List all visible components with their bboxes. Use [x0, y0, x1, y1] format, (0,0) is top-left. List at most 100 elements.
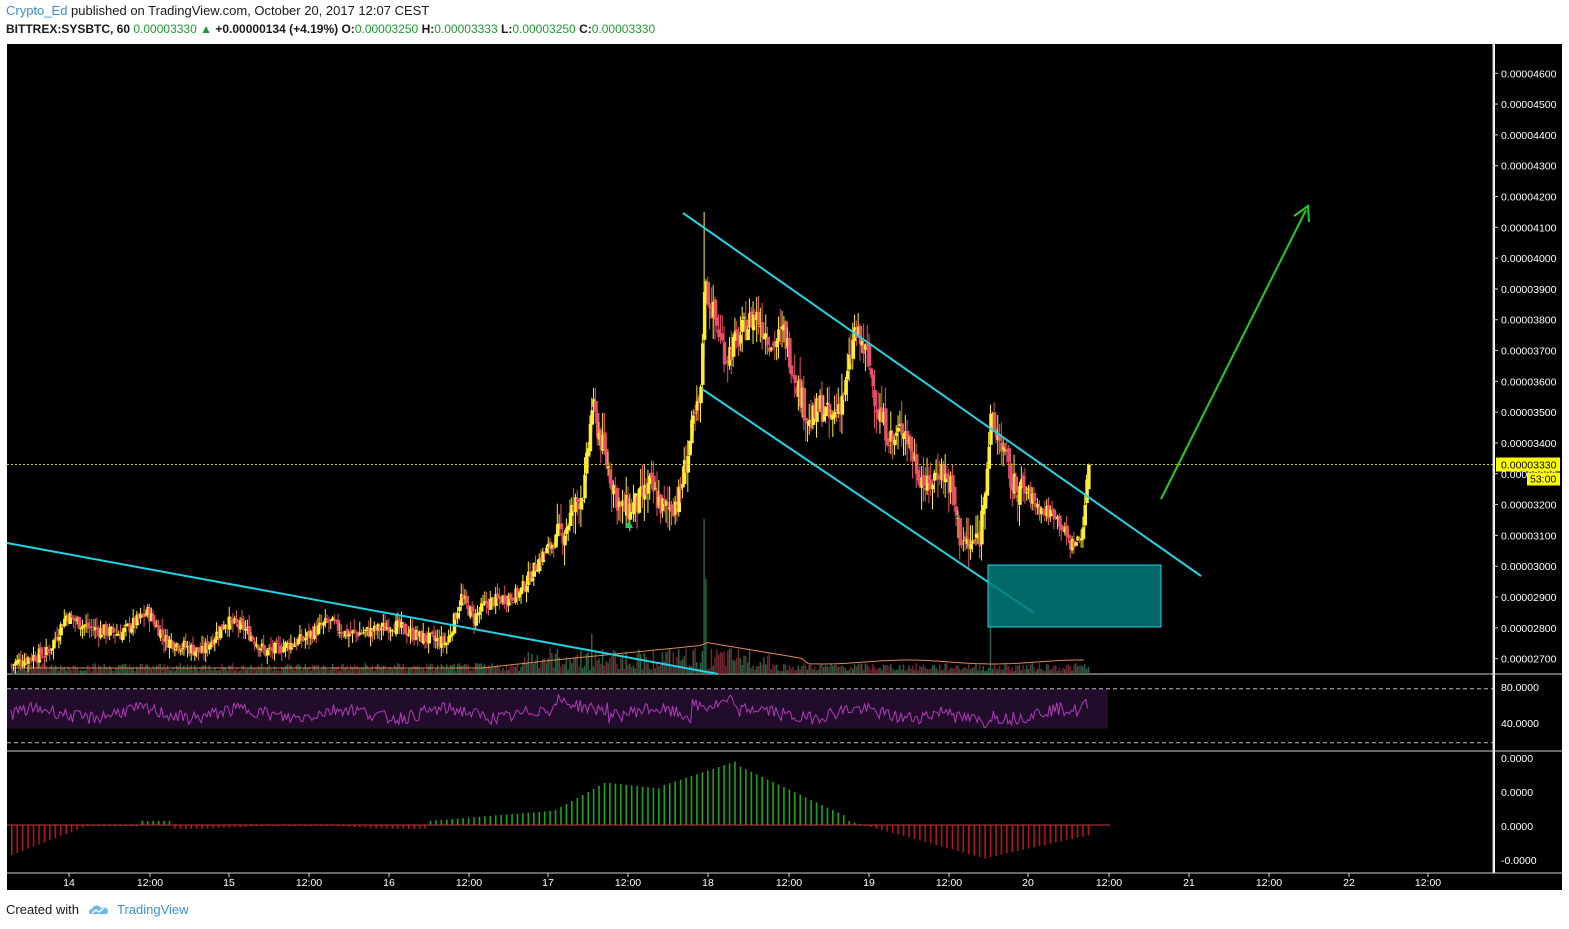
oscillator-bar	[206, 825, 209, 829]
oscillator-bar	[799, 794, 802, 825]
volume-bar	[784, 664, 787, 674]
candle-body	[21, 665, 25, 667]
candle-body	[507, 595, 511, 606]
volume-bar	[70, 670, 73, 674]
oscillator-bar	[1038, 825, 1041, 847]
candle-body	[347, 634, 352, 637]
candle-body	[287, 643, 292, 650]
volume-bar	[460, 666, 462, 674]
volume-bar	[516, 664, 519, 674]
candle-body	[64, 615, 69, 621]
volume-bar	[940, 670, 943, 674]
volume-bar	[166, 665, 169, 674]
candle-body	[769, 347, 774, 350]
volume-bar	[281, 666, 283, 674]
volume-bar	[734, 660, 736, 674]
candle-body	[193, 651, 198, 656]
volume-bar	[1038, 663, 1041, 674]
oscillator-bar	[70, 825, 73, 832]
candle-body	[891, 433, 895, 442]
volume-bar	[531, 653, 533, 674]
volume-bar	[304, 664, 307, 674]
candle-body	[160, 629, 165, 636]
volume-bar	[922, 664, 925, 674]
candle-body	[374, 626, 379, 631]
candle-body	[202, 646, 207, 653]
volume-bar	[407, 668, 410, 674]
oscillator-bar	[11, 825, 13, 855]
candle-body	[750, 311, 754, 328]
candle-body	[543, 552, 547, 554]
candle-body	[289, 643, 294, 650]
candle-body	[313, 626, 317, 640]
candle-body	[447, 636, 451, 643]
candle-body	[905, 430, 910, 445]
candle-body	[1045, 506, 1049, 517]
candle-body	[59, 624, 63, 636]
candle-body	[73, 618, 78, 622]
volume-bar	[273, 666, 276, 674]
candle-body	[851, 339, 855, 359]
candle-body	[400, 622, 404, 628]
volume-bar	[835, 664, 838, 674]
candle-body	[481, 603, 486, 606]
candle-body	[99, 627, 103, 638]
volume-bar	[656, 663, 658, 674]
volume-bar	[937, 669, 939, 674]
candle-body	[699, 386, 703, 404]
oscillator-bar	[190, 825, 193, 829]
candle-body	[1076, 536, 1080, 541]
candle-body	[271, 647, 275, 652]
volume-bar	[866, 664, 868, 674]
volume-bar	[703, 519, 705, 674]
volume-bar	[369, 668, 372, 674]
candle-body	[702, 292, 707, 340]
price-tick-label: 0.00003800	[1501, 315, 1557, 327]
candle-body	[449, 634, 453, 638]
volume-bar	[946, 663, 948, 674]
candle-body	[605, 448, 609, 465]
candle-body	[898, 424, 903, 426]
candle-body	[68, 613, 72, 625]
candle-body	[342, 634, 346, 636]
candle-body	[144, 614, 149, 616]
volume-bar	[108, 665, 111, 674]
candle-body	[556, 524, 560, 537]
volume-bar	[565, 657, 568, 674]
volume-bar	[576, 654, 578, 674]
volume-bar	[719, 651, 722, 674]
candle-body	[1000, 442, 1004, 452]
candle-body	[1027, 488, 1031, 491]
candle-body	[1070, 538, 1075, 551]
candle-body	[1059, 524, 1064, 530]
volume-bar	[973, 667, 975, 674]
oscillator-bar	[554, 810, 557, 825]
volume-bar	[195, 668, 198, 674]
candle-body	[479, 603, 484, 612]
oscillator-bar	[717, 767, 720, 825]
candle-body	[208, 645, 212, 650]
tradingview-link[interactable]: TradingView	[116, 902, 189, 917]
time-tick-label: 18	[702, 877, 714, 889]
volume-bar	[462, 665, 464, 674]
volume-bar	[806, 669, 809, 674]
volume-bar	[373, 670, 375, 674]
candle-body	[1005, 449, 1010, 453]
candle-body	[1018, 485, 1022, 505]
candle-body	[35, 661, 40, 663]
author-link[interactable]: Crypto_Ed	[6, 3, 68, 18]
candle-body	[70, 615, 74, 617]
candle-body	[572, 505, 576, 512]
volume-bar	[239, 670, 241, 674]
candle-body	[1023, 486, 1028, 494]
candle-body	[398, 619, 402, 628]
candle-body	[586, 448, 591, 456]
volume-bar	[857, 664, 859, 674]
candle-body	[664, 501, 669, 506]
volume-bar	[355, 665, 357, 674]
volume-bar	[951, 668, 954, 674]
candle-body	[88, 627, 92, 629]
volume-bar	[371, 665, 374, 674]
volume-bar	[116, 668, 118, 674]
